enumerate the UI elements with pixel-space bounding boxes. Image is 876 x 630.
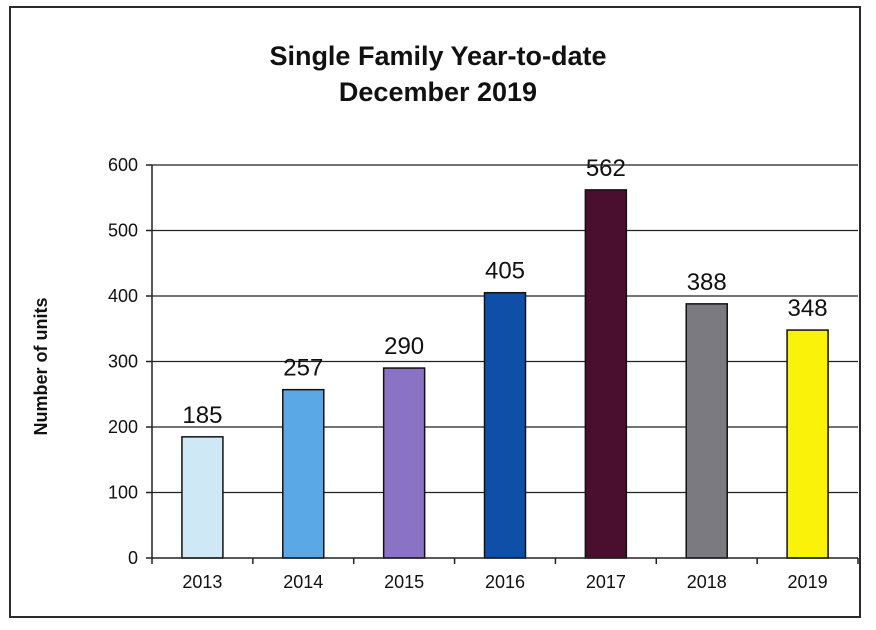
bar-2014: [282, 388, 325, 559]
data-label-2016: 405: [485, 258, 525, 285]
bar-2018: [685, 303, 728, 559]
chart-title-block: Single Family Year-to-date December 2019: [0, 38, 876, 110]
data-labels: 185 257 290 405 562 388 348: [182, 155, 827, 429]
bar-2019: [786, 329, 829, 559]
data-label-2018: 388: [687, 269, 727, 296]
bar-2013: [181, 436, 224, 559]
y-axis-ticks: 0 100 200 300 400 500 600: [108, 155, 152, 568]
data-label-2014: 257: [283, 355, 323, 382]
x-tick-label-2016: 2016: [485, 572, 525, 592]
bars: [181, 189, 829, 559]
bar-2016: [483, 291, 527, 559]
y-tick-label: 500: [108, 221, 138, 241]
bar-2017: [584, 189, 628, 559]
bar-2015: [382, 367, 426, 559]
y-tick-label: 200: [108, 417, 138, 437]
data-label-2015: 290: [384, 333, 424, 360]
y-tick-label: 100: [108, 483, 138, 503]
y-tick-label: 300: [108, 352, 138, 372]
x-tick-label-2019: 2019: [788, 572, 828, 592]
y-axis-label: Number of units: [31, 298, 51, 436]
x-tick-label-2013: 2013: [182, 572, 222, 592]
x-tick-label-2017: 2017: [586, 572, 626, 592]
x-axis-ticks: 2013 2014 2015 2016 2017 2018 2019: [151, 558, 859, 592]
y-tick-label: 400: [108, 286, 138, 306]
chart-title: Single Family Year-to-date: [269, 41, 607, 71]
y-tick-label: 0: [128, 548, 138, 568]
x-tick-label-2018: 2018: [687, 572, 727, 592]
x-tick-label-2015: 2015: [384, 572, 424, 592]
data-label-2013: 185: [182, 402, 222, 429]
y-tick-label: 600: [108, 155, 138, 175]
data-label-2019: 348: [788, 295, 828, 322]
data-label-2017: 562: [586, 155, 626, 182]
x-tick-label-2014: 2014: [283, 572, 323, 592]
chart-subtitle: December 2019: [338, 77, 538, 107]
